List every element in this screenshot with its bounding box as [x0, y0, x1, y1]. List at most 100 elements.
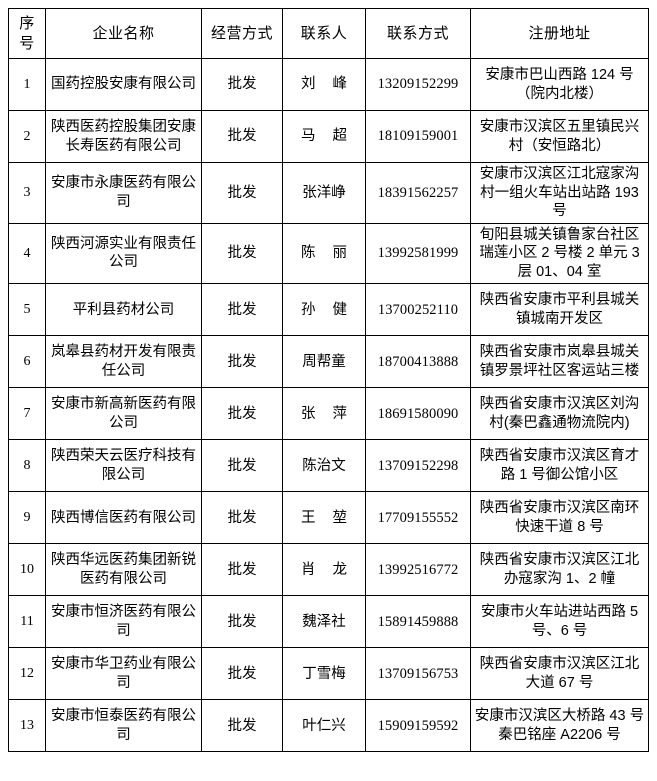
cell-registered-address: 陕西省安康市岚皋县城关镇罗景坪社区客运站三楼: [470, 335, 649, 389]
table-row: 8 陕西荣天云医疗科技有限公司 批发 陈治文 13709152298 陕西省安康市汉滨区育…: [8, 439, 649, 493]
cell-company-name: 安康市恒泰医药有限公司: [45, 699, 202, 753]
cell-company-name: 安康市新高新医药有限公司: [45, 387, 202, 441]
contact-person-char2: 堃: [332, 509, 348, 526]
table-row: 7 安康市新高新医药有限公司 批发张萍 18691580090 陕西省安康市汉滨区刘沟村…: [8, 387, 649, 441]
cell-registered-address: 陕西省安康市汉滨区南环快速干道 8 号: [470, 491, 649, 545]
cell-company-name: 平利县药材公司: [45, 283, 202, 337]
cell-company-name: 陕西博信医药有限公司: [45, 491, 202, 545]
cell-contact-phone: 15909159592: [365, 699, 471, 753]
cell-company-name: 安康市华卫药业有限公司: [45, 647, 202, 701]
cell-index: 6: [8, 335, 46, 389]
cell-contact-phone: 18391562257: [365, 162, 471, 224]
cell-business-mode: 批发: [201, 58, 283, 111]
cell-contact-person: 王堃: [282, 491, 366, 545]
cell-company-name: 陕西河源实业有限责任公司: [45, 222, 202, 285]
cell-contact-phone: 15891459888: [365, 595, 471, 649]
cell-contact-phone: 13209152299: [365, 58, 471, 111]
table-row: 10 陕西华远医药集团新锐医药有限公司 批发肖龙 13992516772 陕西省安康市汉…: [8, 543, 649, 597]
cell-business-mode: 批发: [201, 162, 283, 224]
contact-person-char2: 健: [332, 301, 348, 318]
contact-person-char2: 萍: [332, 405, 348, 422]
cell-contact-person: 陈治文: [282, 439, 366, 493]
cell-index: 1: [8, 58, 46, 111]
cell-registered-address: 陕西省安康市汉滨区刘沟村(秦巴鑫通物流院内): [470, 387, 649, 441]
contact-person-char1: 张: [301, 405, 316, 422]
cell-registered-address: 陕西省安康市平利县城关镇城南开发区: [470, 283, 649, 337]
cell-contact-person: 孙健: [282, 283, 366, 337]
cell-business-mode: 批发: [201, 595, 283, 649]
column-header-business-mode: 经营方式: [201, 8, 283, 59]
cell-business-mode: 批发: [201, 699, 283, 753]
cell-registered-address: 安康市汉滨区江北寇家沟村一组火车站出站路 193 号: [470, 162, 649, 224]
cell-company-name: 陕西荣天云医疗科技有限公司: [45, 439, 202, 493]
contact-person-char1: 马: [301, 128, 316, 145]
cell-contact-person: 叶仁兴: [282, 699, 366, 753]
cell-registered-address: 旬阳县城关镇鲁家台社区瑞莲小区 2 号楼 2 单元 3 层 01、04 室: [470, 222, 649, 285]
table-row: 6 岚皋县药材开发有限责任公司 批发 周帮童 18700413888 陕西省安康市岚皋县城…: [8, 335, 649, 389]
cell-business-mode: 批发: [201, 335, 283, 389]
cell-registered-address: 陕西省安康市汉滨区育才路 1 号御公馆小区: [470, 439, 649, 493]
cell-registered-address: 安康市汉滨区大桥路 43 号秦巴铭座 A2206 号: [470, 699, 649, 753]
cell-contact-person: 张萍: [282, 387, 366, 441]
table-header: 序 号 企业名称 经营方式 联系人 联系方式 注册地址: [8, 8, 649, 59]
cell-contact-phone: 17709155552: [365, 491, 471, 545]
cell-contact-person: 魏泽社: [282, 595, 366, 649]
cell-index: 10: [8, 543, 46, 597]
cell-contact-phone: 13709152298: [365, 439, 471, 493]
column-header-contact-person: 联系人: [282, 8, 366, 59]
cell-contact-person: 周帮童: [282, 335, 366, 389]
cell-company-name: 国药控股安康有限公司: [45, 58, 202, 111]
table-row: 4 陕西河源实业有限责任公司 批发陈丽 13992581999 旬阳县城关镇鲁家台社区瑞…: [8, 222, 649, 285]
cell-index: 4: [8, 222, 46, 285]
cell-company-name: 陕西医药控股集团安康长寿医药有限公司: [45, 110, 202, 163]
cell-index: 3: [8, 162, 46, 224]
cell-company-name: 安康市永康医药有限公司: [45, 162, 202, 224]
table-body: 1 国药控股安康有限公司 批发刘峰 13209152299 安康市巴山西路 124 号（…: [8, 58, 649, 753]
column-header-contact-phone: 联系方式: [365, 8, 471, 59]
cell-contact-person: 丁雪梅: [282, 647, 366, 701]
cell-index: 8: [8, 439, 46, 493]
contact-person-char2: 龙: [332, 561, 348, 578]
cell-business-mode: 批发: [201, 439, 283, 493]
cell-company-name: 安康市恒济医药有限公司: [45, 595, 202, 649]
contact-person-char1: 肖: [301, 561, 316, 578]
cell-business-mode: 批发: [201, 222, 283, 285]
cell-contact-person: 马超: [282, 110, 366, 163]
cell-contact-phone: 13992581999: [365, 222, 471, 285]
column-header-registered-address: 注册地址: [470, 8, 649, 59]
cell-business-mode: 批发: [201, 283, 283, 337]
cell-registered-address: 安康市巴山西路 124 号（院内北楼）: [470, 58, 649, 111]
table-row: 11 安康市恒济医药有限公司 批发 魏泽社 15891459888 安康市火车站进站西路 …: [8, 595, 649, 649]
cell-contact-phone: 18700413888: [365, 335, 471, 389]
contact-person-char2: 丽: [332, 245, 348, 262]
cell-registered-address: 安康市汉滨区五里镇民兴村（安恒路北）: [470, 110, 649, 163]
pharmacy-registry-table: 序 号 企业名称 经营方式 联系人 联系方式 注册地址 1 国药控股安康有限公司批…: [8, 8, 649, 753]
cell-contact-phone: 13709156753: [365, 647, 471, 701]
contact-person-char1: 孙: [301, 301, 316, 318]
cell-business-mode: 批发: [201, 543, 283, 597]
cell-index: 2: [8, 110, 46, 163]
table-row: 13 安康市恒泰医药有限公司 批发 叶仁兴 15909159592 安康市汉滨区大桥路 4…: [8, 699, 649, 753]
cell-contact-phone: 13992516772: [365, 543, 471, 597]
table-row: 2 陕西医药控股集团安康长寿医药有限公司 批发马超 18109159001 安康市汉滨区…: [8, 110, 649, 163]
table-row: 9 陕西博信医药有限公司 批发王堃 17709155552 陕西省安康市汉滨区南环快速干…: [8, 491, 649, 545]
cell-contact-person: 刘峰: [282, 58, 366, 111]
column-header-company-name: 企业名称: [45, 8, 202, 59]
cell-contact-phone: 18691580090: [365, 387, 471, 441]
contact-person-char2: 峰: [332, 76, 348, 93]
cell-contact-phone: 18109159001: [365, 110, 471, 163]
cell-contact-person: 陈丽: [282, 222, 366, 285]
cell-business-mode: 批发: [201, 110, 283, 163]
contact-person-char1: 王: [301, 509, 316, 526]
cell-registered-address: 安康市火车站进站西路 5 号、6 号: [470, 595, 649, 649]
cell-business-mode: 批发: [201, 387, 283, 441]
table-row: 12 安康市华卫药业有限公司 批发 丁雪梅 13709156753 陕西省安康市汉滨区江北…: [8, 647, 649, 701]
cell-business-mode: 批发: [201, 647, 283, 701]
cell-contact-person: 张洋峥: [282, 162, 366, 224]
contact-person-char2: 超: [332, 128, 348, 145]
cell-index: 11: [8, 595, 46, 649]
cell-contact-person: 肖龙: [282, 543, 366, 597]
cell-index: 5: [8, 283, 46, 337]
contact-person-char1: 陈: [301, 245, 316, 262]
column-header-index: 序 号: [8, 8, 46, 59]
